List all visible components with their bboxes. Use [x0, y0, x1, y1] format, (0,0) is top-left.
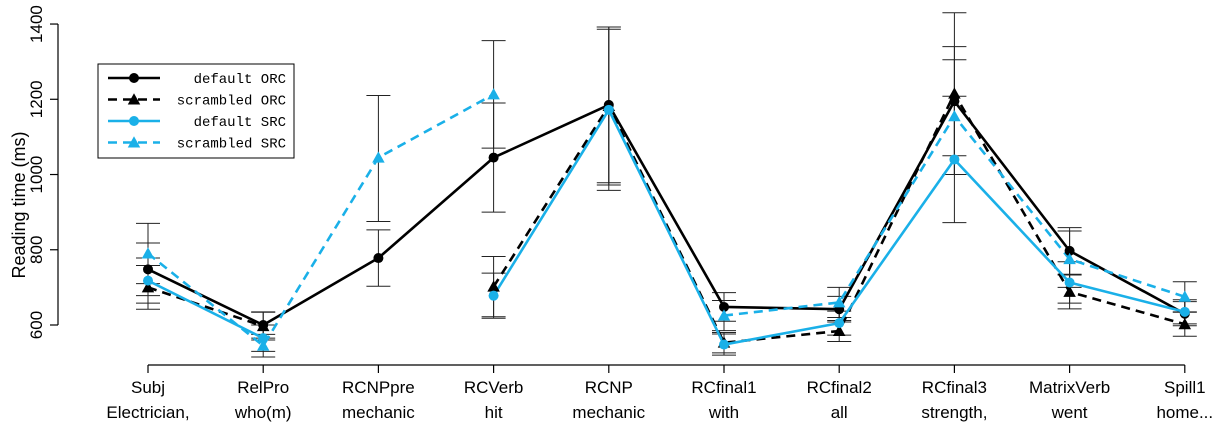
data-point-triangle: [1063, 285, 1076, 297]
data-point-triangle: [948, 109, 961, 122]
x-tick-label: RCVerb: [464, 378, 524, 397]
series-line: [147, 99, 1186, 327]
series-line: [147, 93, 495, 347]
data-point-triangle: [256, 319, 270, 332]
data-point-triangle: [948, 87, 961, 99]
data-point-circle: [1064, 245, 1075, 256]
data-point-triangle: [832, 324, 846, 337]
y-tick-label: 600: [27, 311, 46, 339]
x-tick-label: MatrixVerb: [1029, 378, 1110, 397]
data-point-triangle: [832, 296, 846, 308]
x-tick-label: RCNP: [585, 378, 633, 397]
data-point-triangle: [141, 281, 155, 293]
data-point-triangle: [487, 88, 500, 100]
x-tick-label: Electrician,: [106, 403, 189, 422]
series-line: [147, 279, 264, 340]
x-tick-label: RCfinal3: [922, 378, 987, 397]
x-tick-label: hit: [485, 403, 503, 422]
x-tick-label: RCNPpre: [342, 378, 415, 397]
legend-label: scrambled ORC: [177, 94, 286, 110]
data-point-circle: [129, 116, 139, 126]
data-point-circle: [1064, 277, 1075, 288]
data-point-circle: [719, 339, 729, 350]
x-tick-label: Subj: [131, 378, 165, 397]
x-tick-label: went: [1051, 403, 1088, 422]
data-point-circle: [373, 253, 384, 264]
x-tick-label: strength,: [921, 403, 987, 422]
y-axis-title: Reading time (ms): [9, 131, 29, 278]
y-tick-label: 800: [27, 236, 46, 264]
legend: default ORC scrambled ORC default SRC scram…: [97, 63, 295, 159]
data-point-triangle: [127, 93, 141, 105]
data-point-circle: [603, 104, 614, 115]
y-tick-label: 1000: [27, 156, 46, 194]
x-tick-label: Spill1: [1164, 378, 1206, 397]
x-tick-label: mechanic: [572, 403, 645, 422]
y-tick-label: 1400: [27, 5, 46, 43]
legend-label: scrambled SRC: [177, 137, 286, 153]
x-tick-label: RelPro: [237, 378, 289, 397]
data-point-triangle: [1178, 290, 1192, 302]
data-point-triangle: [141, 247, 155, 259]
data-point-triangle: [372, 151, 385, 163]
data-point-circle: [834, 318, 845, 329]
series-lines: [147, 92, 1186, 347]
data-point-triangle: [127, 136, 141, 148]
x-tick-label: RCfinal2: [807, 378, 872, 397]
data-point-circle: [488, 290, 499, 301]
data-point-triangle: [487, 280, 500, 292]
data-point-circle: [719, 301, 729, 312]
series-line: [147, 286, 264, 328]
y-tick-label: 1200: [27, 80, 46, 118]
data-point-circle: [949, 96, 960, 107]
data-point-circle: [949, 154, 960, 165]
data-point-circle: [143, 275, 153, 286]
data-point-triangle: [717, 309, 731, 321]
data-point-circle: [258, 333, 269, 344]
data-point-triangle: [256, 339, 270, 351]
legend-label: default ORC: [194, 72, 286, 88]
data-point-circle: [488, 152, 499, 163]
x-tick-label: with: [708, 403, 739, 422]
axes: 600 800 1000 1200 1400 Subj Electrician, RelPro…: [27, 5, 1213, 422]
x-tick-label: all: [831, 403, 848, 422]
x-tick-label: home...: [1156, 403, 1213, 422]
data-point-circle: [129, 73, 139, 83]
x-tick-label: who(m): [234, 403, 292, 422]
legend-label: default SRC: [194, 115, 286, 131]
data-point-triangle: [1063, 252, 1076, 265]
data-point-circle: [143, 264, 153, 275]
x-tick-label: RCfinal1: [691, 378, 756, 397]
x-tick-label: mechanic: [342, 403, 415, 422]
series-markers: [141, 87, 1192, 351]
data-point-triangle: [1178, 317, 1192, 330]
data-point-circle: [1179, 306, 1190, 317]
